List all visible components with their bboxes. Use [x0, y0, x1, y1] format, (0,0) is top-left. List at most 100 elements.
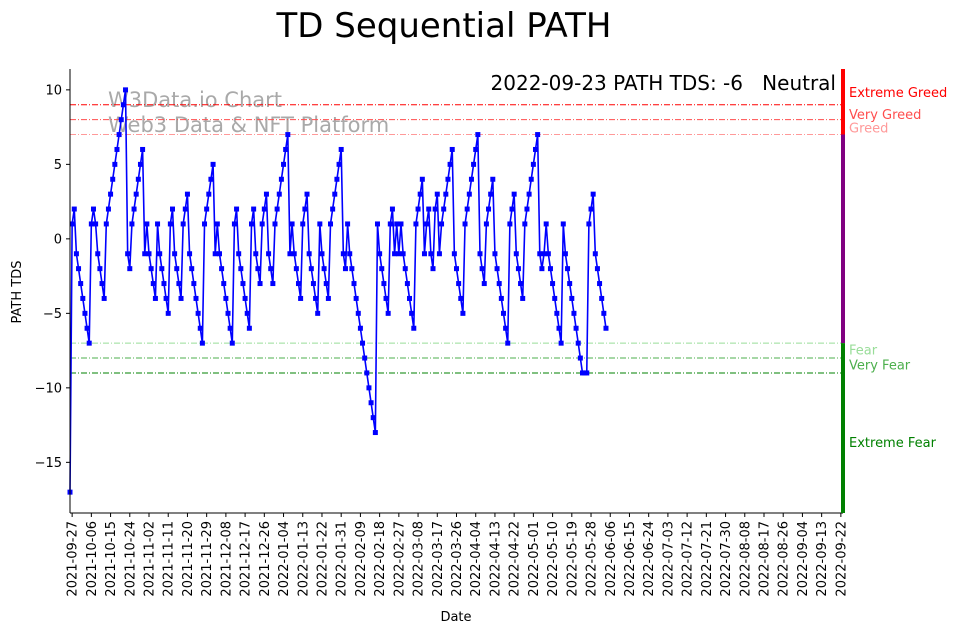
data-point — [229, 340, 235, 346]
data-point — [447, 161, 453, 167]
data-point — [601, 310, 607, 316]
data-point — [159, 266, 165, 272]
data-point — [368, 400, 374, 406]
data-point — [157, 251, 163, 257]
data-point — [441, 206, 447, 212]
x-tick-label: 2022-06-24 — [642, 521, 657, 597]
data-point — [101, 295, 107, 301]
data-point — [319, 251, 325, 257]
data-point — [434, 191, 440, 197]
data-point — [191, 281, 197, 287]
data-point — [396, 251, 402, 257]
data-point — [105, 206, 111, 212]
data-point — [80, 295, 86, 301]
x-tick-label: 2022-01-22 — [315, 521, 330, 597]
data-point — [108, 191, 114, 197]
data-point — [543, 221, 549, 227]
data-point — [394, 221, 400, 227]
data-point — [289, 221, 295, 227]
data-point — [592, 251, 598, 257]
chart-title: TD Sequential PATH — [275, 6, 611, 46]
data-point — [127, 266, 133, 272]
data-point — [498, 295, 504, 301]
data-point — [520, 295, 526, 301]
data-point — [210, 161, 216, 167]
x-tick-label: 2022-08-17 — [757, 521, 772, 597]
data-point — [594, 266, 600, 272]
data-point — [306, 251, 312, 257]
data-point — [481, 281, 487, 287]
watermark-line: W3Data.io Chart — [108, 88, 282, 112]
data-point — [460, 310, 466, 316]
y-tick-label: −5 — [43, 307, 62, 322]
data-point — [84, 325, 90, 331]
data-point — [357, 325, 363, 331]
x-tick-label: 2022-05-19 — [565, 521, 580, 597]
data-point — [285, 132, 291, 138]
data-point — [509, 206, 515, 212]
data-point — [165, 310, 171, 316]
x-tick-label: 2022-06-06 — [604, 521, 619, 597]
data-point — [443, 191, 449, 197]
data-point — [577, 355, 583, 361]
x-tick-label: 2022-03-17 — [431, 521, 446, 597]
data-point — [400, 251, 406, 257]
x-tick-label: 2022-02-18 — [373, 521, 388, 597]
data-point — [116, 132, 122, 138]
data-point — [97, 266, 103, 272]
data-point — [167, 221, 173, 227]
data-point — [293, 266, 299, 272]
x-axis-label: Date — [440, 610, 471, 625]
data-point — [389, 206, 395, 212]
x-tick-label: 2022-04-04 — [469, 521, 484, 597]
data-point — [439, 221, 445, 227]
data-point — [430, 266, 436, 272]
data-point — [240, 281, 246, 287]
data-point — [338, 146, 344, 152]
data-point — [533, 146, 539, 152]
data-point — [242, 295, 248, 301]
data-point — [377, 251, 383, 257]
latest-value-annotation: 2022-09-23 PATH TDS: -6 — [491, 71, 743, 95]
data-point — [69, 221, 75, 227]
data-point — [419, 176, 425, 182]
data-point — [426, 206, 432, 212]
data-point — [584, 370, 590, 376]
data-point — [490, 176, 496, 182]
data-point — [321, 266, 327, 272]
threshold-label: Greed — [849, 122, 888, 137]
data-point — [178, 295, 184, 301]
data-point — [172, 251, 178, 257]
x-tick-label: 2022-07-03 — [661, 521, 676, 597]
x-tick-label: 2021-12-17 — [239, 521, 254, 597]
data-point — [266, 251, 272, 257]
data-point — [123, 87, 129, 93]
data-point — [374, 221, 380, 227]
x-tick-label: 2022-07-21 — [700, 521, 715, 597]
data-point — [342, 266, 348, 272]
data-point — [259, 221, 265, 227]
data-point — [144, 221, 150, 227]
data-point — [270, 281, 276, 287]
data-point — [473, 146, 479, 152]
data-point — [558, 340, 564, 346]
data-point — [274, 206, 280, 212]
data-point — [287, 251, 293, 257]
data-point — [332, 191, 338, 197]
data-point — [231, 221, 237, 227]
data-point — [180, 221, 186, 227]
data-point — [550, 281, 556, 287]
data-point — [161, 281, 167, 287]
x-tick-label: 2022-05-28 — [585, 521, 600, 597]
data-point — [599, 295, 605, 301]
data-point — [560, 221, 566, 227]
data-point — [176, 281, 182, 287]
data-point — [227, 325, 233, 331]
x-tick-label: 2022-05-01 — [527, 521, 542, 597]
threshold-lines — [70, 104, 843, 374]
data-point — [99, 281, 105, 287]
data-point — [385, 310, 391, 316]
data-point — [505, 340, 511, 346]
data-point — [458, 295, 464, 301]
data-point — [424, 221, 430, 227]
